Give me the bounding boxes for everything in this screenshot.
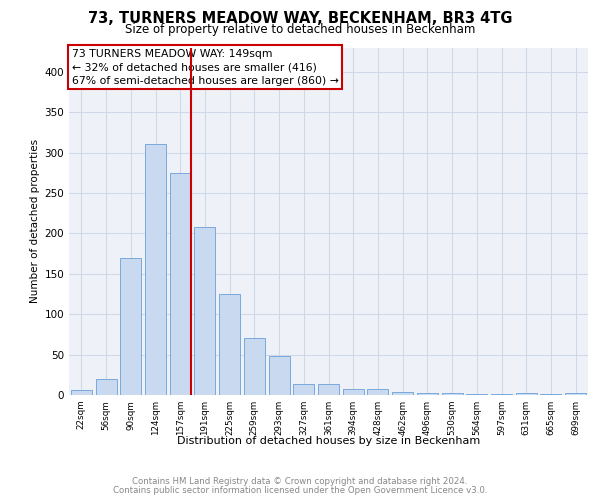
- Bar: [466, 394, 487, 395]
- Text: Size of property relative to detached houses in Beckenham: Size of property relative to detached ho…: [125, 22, 475, 36]
- Text: Distribution of detached houses by size in Beckenham: Distribution of detached houses by size …: [177, 436, 481, 446]
- Bar: [318, 384, 339, 395]
- Bar: [170, 173, 191, 395]
- Bar: [145, 144, 166, 395]
- Bar: [516, 392, 537, 395]
- Bar: [244, 338, 265, 395]
- Bar: [269, 356, 290, 395]
- Text: 73 TURNERS MEADOW WAY: 149sqm
← 32% of detached houses are smaller (416)
67% of : 73 TURNERS MEADOW WAY: 149sqm ← 32% of d…: [71, 49, 338, 86]
- Text: Contains public sector information licensed under the Open Government Licence v3: Contains public sector information licen…: [113, 486, 487, 495]
- Bar: [293, 384, 314, 395]
- Text: 73, TURNERS MEADOW WAY, BECKENHAM, BR3 4TG: 73, TURNERS MEADOW WAY, BECKENHAM, BR3 4…: [88, 11, 512, 26]
- Bar: [417, 394, 438, 395]
- Bar: [194, 227, 215, 395]
- Bar: [442, 394, 463, 395]
- Bar: [392, 392, 413, 395]
- Y-axis label: Number of detached properties: Number of detached properties: [30, 139, 40, 304]
- Bar: [565, 392, 586, 395]
- Bar: [120, 258, 141, 395]
- Bar: [71, 390, 92, 395]
- Bar: [219, 294, 240, 395]
- Bar: [541, 394, 562, 395]
- Bar: [367, 388, 388, 395]
- Bar: [491, 394, 512, 395]
- Bar: [343, 388, 364, 395]
- Bar: [95, 379, 116, 395]
- Text: Contains HM Land Registry data © Crown copyright and database right 2024.: Contains HM Land Registry data © Crown c…: [132, 477, 468, 486]
